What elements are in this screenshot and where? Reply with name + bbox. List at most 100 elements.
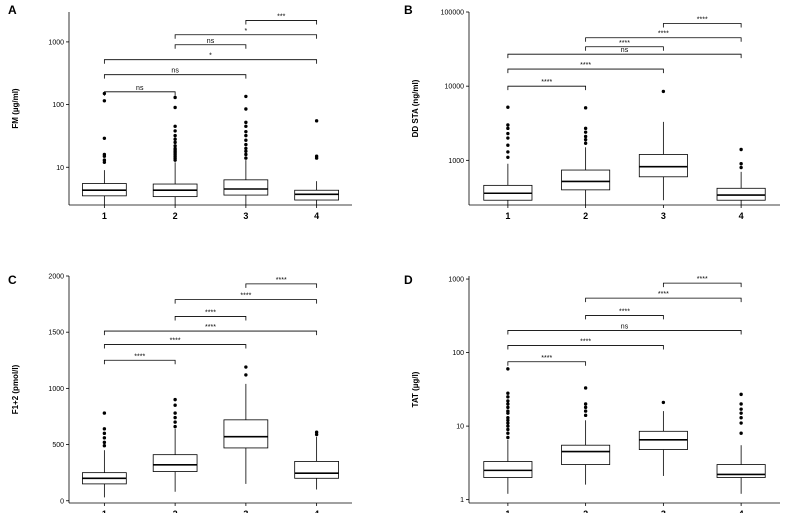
significance-label: **** [170, 338, 181, 345]
outlier-point [173, 424, 177, 429]
panel-letter: D [404, 273, 413, 287]
y-tick-label: 100000 [441, 10, 464, 17]
bracket-line [174, 44, 247, 49]
y-tick-label: 1500 [48, 330, 64, 337]
significance-bracket: **** [245, 277, 318, 288]
outlier-point [506, 431, 510, 435]
outlier-point [506, 105, 510, 109]
bracket-line [507, 330, 742, 335]
significance-label: **** [658, 31, 669, 38]
box-group-1 [82, 91, 127, 205]
box-group-2 [561, 386, 611, 485]
bracket-line [103, 344, 247, 349]
significance-bracket: ns [174, 38, 247, 49]
outlier-point [173, 403, 177, 407]
outlier-point [173, 411, 177, 415]
x-tick-label: 4 [314, 211, 319, 221]
outlier-point [739, 421, 743, 425]
outlier-point [506, 399, 510, 403]
y-tick-label: 100 [52, 102, 64, 109]
outlier-point [506, 150, 510, 154]
outlier-point [102, 427, 107, 431]
y-axis-label: TAT (µg/l) [411, 371, 420, 407]
x-tick-label: 2 [173, 211, 178, 221]
bracket-line [507, 345, 664, 350]
outlier-point [583, 141, 588, 145]
outlier-point [506, 391, 510, 395]
x-tick-label: 2 [583, 509, 588, 513]
outlier-point [314, 430, 319, 434]
significance-label: **** [619, 40, 630, 47]
box-iqr [223, 419, 269, 449]
outlier-point [173, 415, 177, 420]
box-iqr [638, 154, 688, 178]
box-group-4 [294, 430, 339, 490]
outlier-point [244, 129, 248, 134]
outlier-point [173, 146, 177, 151]
y-tick-label: 500 [52, 442, 64, 449]
bracket-line [245, 283, 318, 288]
x-tick-label: 4 [314, 509, 319, 513]
box-group-1 [483, 105, 533, 205]
y-axis-label: F1+2 (pmol/l) [11, 364, 20, 414]
x-tick-label: 3 [661, 509, 666, 513]
significance-label: ns [621, 47, 629, 54]
outlier-point [506, 136, 510, 140]
bracket-line [662, 282, 742, 288]
bracket-line [103, 59, 318, 64]
significance-bracket: **** [103, 338, 247, 349]
bracket-line [103, 74, 247, 79]
significance-bracket: ns [507, 323, 742, 335]
y-tick-label: 1000 [48, 386, 64, 393]
significance-label: * [245, 28, 248, 35]
x-tick-label: 3 [661, 211, 666, 221]
box-iqr [294, 461, 339, 479]
significance-bracket: *** [245, 13, 318, 25]
outlier-point [102, 411, 107, 415]
bracket-line [662, 23, 742, 28]
outlier-point [244, 133, 248, 138]
bracket-line [174, 34, 318, 39]
bracket-line [585, 37, 742, 42]
box-iqr [561, 444, 611, 465]
outlier-point [244, 146, 248, 151]
bracket-line [245, 20, 318, 25]
significance-bracket: * [174, 28, 318, 39]
outlier-point [583, 386, 588, 390]
outlier-point [244, 373, 248, 377]
x-tick-label: 1 [102, 211, 107, 221]
bracket-line [174, 316, 247, 321]
box-group-4 [716, 147, 766, 205]
significance-bracket: * [103, 53, 318, 64]
outlier-point [583, 106, 588, 110]
y-tick-label: 10 [456, 424, 464, 431]
outlier-point [173, 124, 177, 129]
bracket-line [174, 299, 318, 304]
y-tick-label: 1000 [48, 39, 64, 46]
significance-label: **** [697, 276, 708, 283]
box-group-2 [152, 95, 198, 205]
outlier-point [739, 165, 743, 170]
outlier-point [739, 416, 743, 420]
outlier-point [583, 402, 588, 406]
x-tick-label: 3 [243, 211, 248, 221]
outlier-point [583, 405, 588, 410]
y-tick-label: 10 [56, 165, 64, 172]
outlier-point [739, 411, 743, 415]
bracket-line [585, 46, 664, 51]
outlier-point [506, 416, 510, 420]
significance-bracket: **** [585, 291, 742, 303]
significance-bracket: ns [507, 47, 742, 59]
box-iqr [716, 464, 766, 478]
outlier-point [102, 436, 107, 440]
significance-label: **** [205, 324, 216, 331]
outlier-point [739, 162, 743, 166]
outlier-point [173, 420, 177, 424]
outlier-point [506, 123, 510, 127]
x-tick-label: 1 [505, 211, 510, 221]
box-group-4 [716, 392, 766, 494]
outlier-point [173, 397, 177, 402]
outlier-point [739, 407, 743, 411]
outlier-point [506, 155, 510, 159]
outlier-point [739, 392, 743, 397]
